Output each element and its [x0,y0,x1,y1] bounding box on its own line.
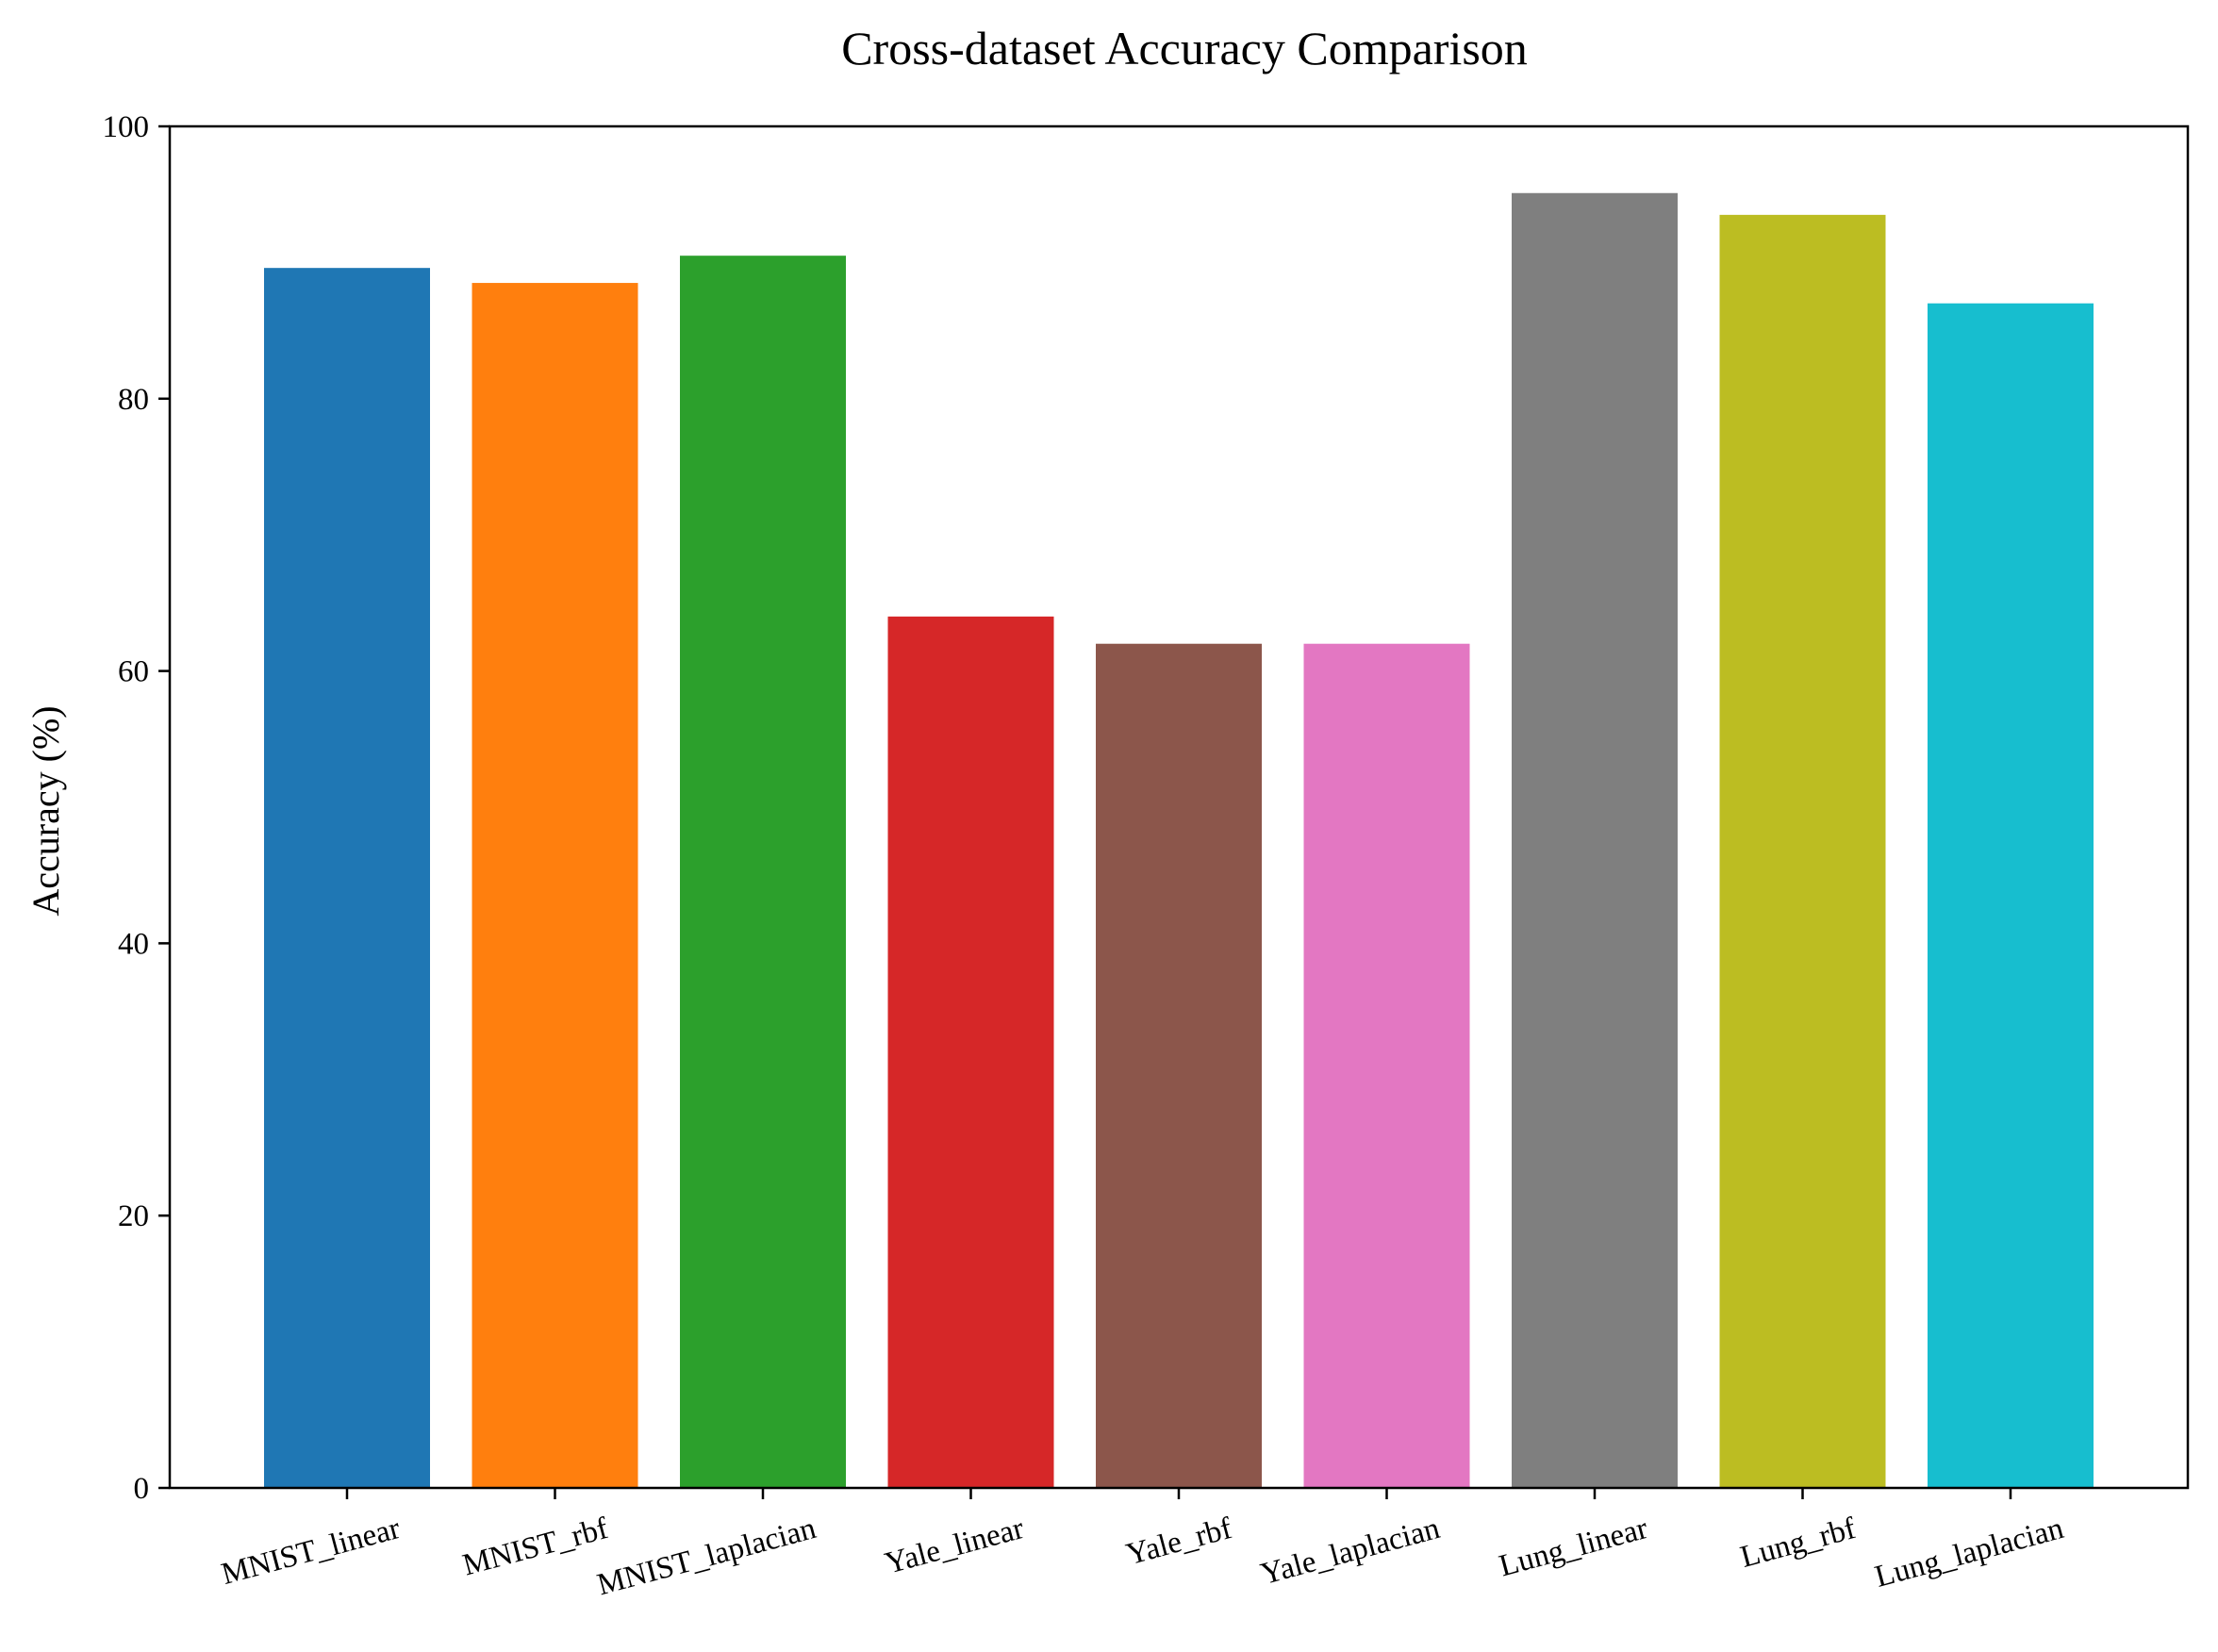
y-tick-label: 80 [118,383,149,417]
bar-mnist-laplacian [680,256,846,1489]
bar-lung-laplacian [1928,303,2094,1489]
y-tick-label: 40 [118,927,149,961]
x-tick-label: MNIST_laplacian [594,1512,819,1602]
x-tick-label: MNIST_rbf [459,1512,612,1583]
x-tick-label: Lung_linear [1496,1512,1651,1584]
bar-yale-linear [887,616,1054,1488]
x-tick-label: Yale_linear [882,1512,1028,1581]
y-axis-ticks: 0 20 40 60 80 100 [103,110,170,1506]
y-axis-label: Accuracy (%) [25,705,67,916]
chart-title: Cross-dataset Accuracy Comparison [841,22,1528,74]
bar-yale-rbf [1096,643,1262,1488]
y-tick-label: 0 [134,1472,150,1506]
bars-group [264,192,2094,1489]
y-tick-label: 100 [103,110,150,144]
bar-mnist-linear [264,268,430,1488]
plot-frame [168,124,2190,1490]
x-tick-label: Yale_rbf [1123,1512,1235,1572]
x-tick-label: Lung_rbf [1737,1512,1860,1575]
bar-mnist-rbf [472,283,638,1488]
x-tick-label: MNIST_linear [218,1512,404,1592]
bar-lung-linear [1512,192,1678,1489]
y-tick-label: 60 [118,655,149,689]
x-tick-label: Lung_laplacian [1871,1512,2067,1594]
bar-lung-rbf [1719,214,1886,1489]
x-tick-label: Yale_laplacian [1257,1512,1443,1592]
bar-yale-laplacian [1303,643,1470,1488]
y-tick-label: 20 [118,1199,149,1233]
